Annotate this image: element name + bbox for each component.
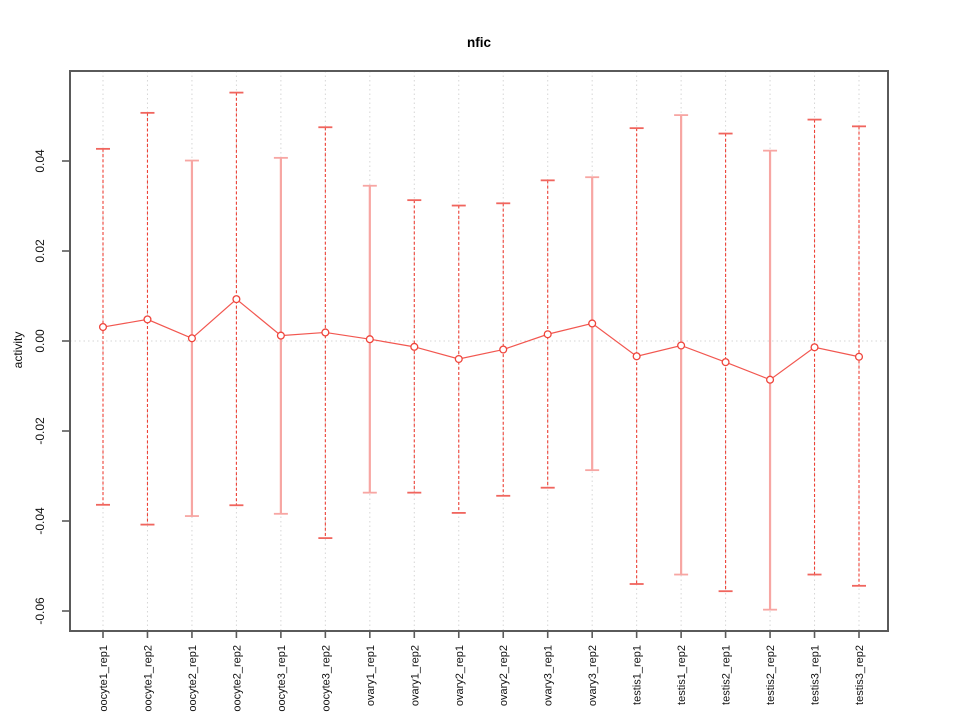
x-category-label-ovary3_rep2: ovary3_rep2 — [587, 645, 599, 706]
error-bar-testis1_rep1 — [629, 127, 644, 585]
data-point-oocyte2_rep1 — [187, 334, 196, 343]
series-line-layer — [102, 298, 860, 381]
data-point-oocyte3_rep1 — [276, 331, 285, 340]
data-point-ovary3_rep2 — [588, 319, 597, 328]
error-bar-oocyte2_rep2 — [229, 91, 244, 507]
data-point-testis1_rep1 — [632, 352, 641, 361]
x-category-label-oocyte3_rep1: oocyte3_rep1 — [276, 645, 288, 712]
data-point-ovary3_rep1 — [543, 330, 552, 339]
x-category-label-ovary2_rep2: ovary2_rep2 — [498, 645, 510, 706]
data-point-testis2_rep1 — [721, 358, 730, 367]
x-category-label-oocyte2_rep2: oocyte2_rep2 — [231, 645, 243, 712]
error-bar-testis3_rep1 — [807, 118, 822, 576]
y-tick-label: -0.04 — [33, 507, 47, 535]
data-point-testis3_rep1 — [810, 343, 819, 352]
data-point-testis3_rep2 — [854, 352, 864, 361]
chart-title: nfic — [467, 35, 491, 50]
y-tick-label: -0.02 — [33, 417, 47, 445]
x-category-label-testis1_rep1: testis1_rep1 — [632, 645, 644, 705]
data-point-ovary1_rep1 — [365, 335, 374, 344]
data-point-ovary2_rep2 — [499, 345, 508, 354]
x-category-label-oocyte3_rep2: oocyte3_rep2 — [320, 645, 332, 712]
x-category-label-oocyte2_rep1: oocyte2_rep1 — [187, 645, 199, 712]
x-category-label-oocyte1_rep2: oocyte1_rep2 — [142, 645, 154, 712]
data-point-oocyte1_rep1 — [98, 322, 108, 332]
y-tick-label: 0.04 — [33, 149, 47, 173]
data-point-oocyte2_rep2 — [232, 295, 241, 304]
x-category-label-testis3_rep1: testis3_rep1 — [810, 645, 822, 705]
y-tick-label: 0.02 — [33, 239, 47, 263]
data-point-ovary1_rep2 — [410, 342, 419, 351]
data-points-layer — [98, 295, 864, 384]
x-category-label-ovary1_rep1: ovary1_rep1 — [365, 645, 377, 706]
x-category-label-testis1_rep2: testis1_rep2 — [676, 645, 688, 705]
y-tick-label: -0.06 — [33, 597, 47, 625]
plot-frame — [69, 70, 889, 632]
x-category-label-oocyte1_rep1: oocyte1_rep1 — [98, 645, 110, 712]
axes-layer: 0.04 0.02 0.00 -0.02 -0.04 -0.06 oocyte1_rep1 o… — [33, 70, 889, 712]
data-point-oocyte1_rep2 — [143, 315, 152, 324]
x-category-label-ovary1_rep2: ovary1_rep2 — [409, 645, 421, 706]
data-point-ovary2_rep1 — [454, 354, 463, 364]
x-category-label-testis2_rep2: testis2_rep2 — [765, 645, 777, 705]
error-bar-oocyte1_rep2 — [140, 111, 155, 526]
x-category-label-testis2_rep1: testis2_rep1 — [721, 645, 733, 705]
data-point-testis2_rep2 — [766, 375, 775, 384]
x-category-label-ovary3_rep1: ovary3_rep1 — [543, 645, 555, 706]
data-point-testis1_rep2 — [677, 341, 686, 350]
y-axis-label: activity — [11, 332, 25, 369]
error-bars-layer — [96, 91, 866, 611]
data-point-oocyte3_rep2 — [321, 328, 330, 337]
y-tick-label: 0.00 — [33, 329, 47, 353]
x-category-label-testis3_rep2: testis3_rep2 — [854, 645, 866, 705]
x-category-label-ovary2_rep1: ovary2_rep1 — [454, 645, 466, 706]
series-line — [102, 298, 860, 381]
